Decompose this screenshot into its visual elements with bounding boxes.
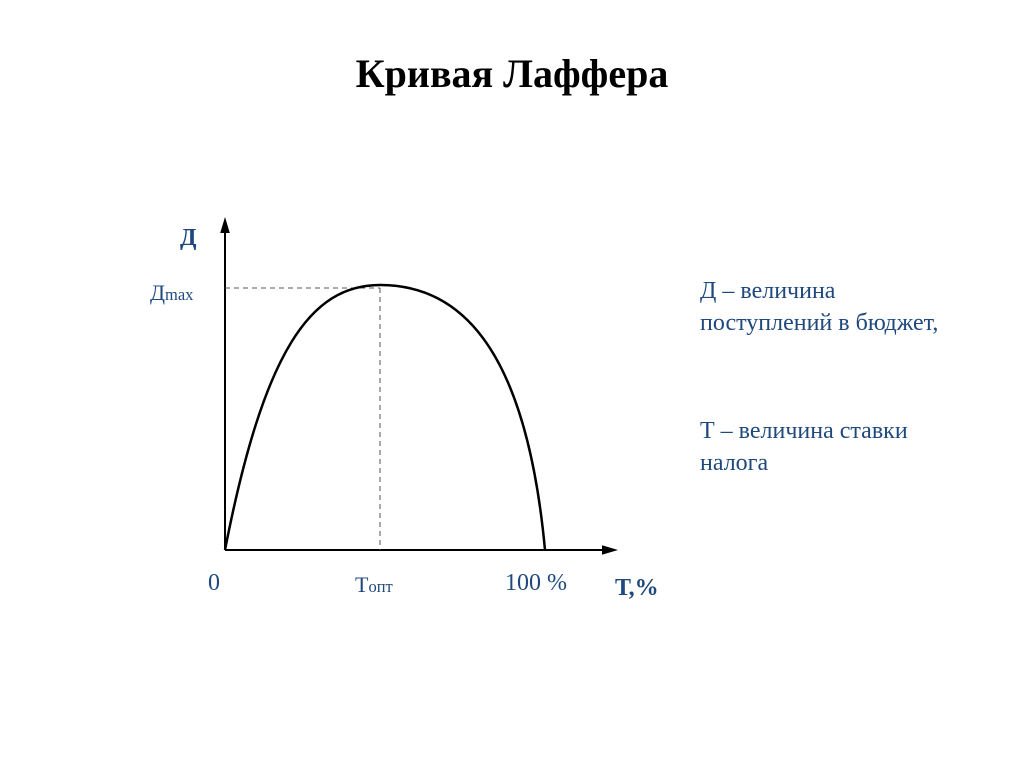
x-axis-label: Т,%: [615, 575, 659, 602]
laffer-curve-chart: [0, 0, 1024, 767]
hundred-label: 100 %: [505, 570, 567, 597]
d-max-label: Дmax: [150, 280, 193, 306]
y-axis-label: Д: [180, 225, 197, 252]
chart-axes: [220, 217, 618, 555]
legend-d: Д – величина поступлений в бюджет,: [700, 275, 950, 340]
t-opt-label: Tопт: [355, 572, 393, 598]
slide: Кривая Лаффера Д Дmax 0 Tопт 100 % Т,% Д…: [0, 0, 1024, 767]
laffer-curve: [225, 285, 545, 550]
legend-t: Т – величина ставки налога: [700, 415, 950, 480]
origin-label: 0: [208, 570, 220, 597]
